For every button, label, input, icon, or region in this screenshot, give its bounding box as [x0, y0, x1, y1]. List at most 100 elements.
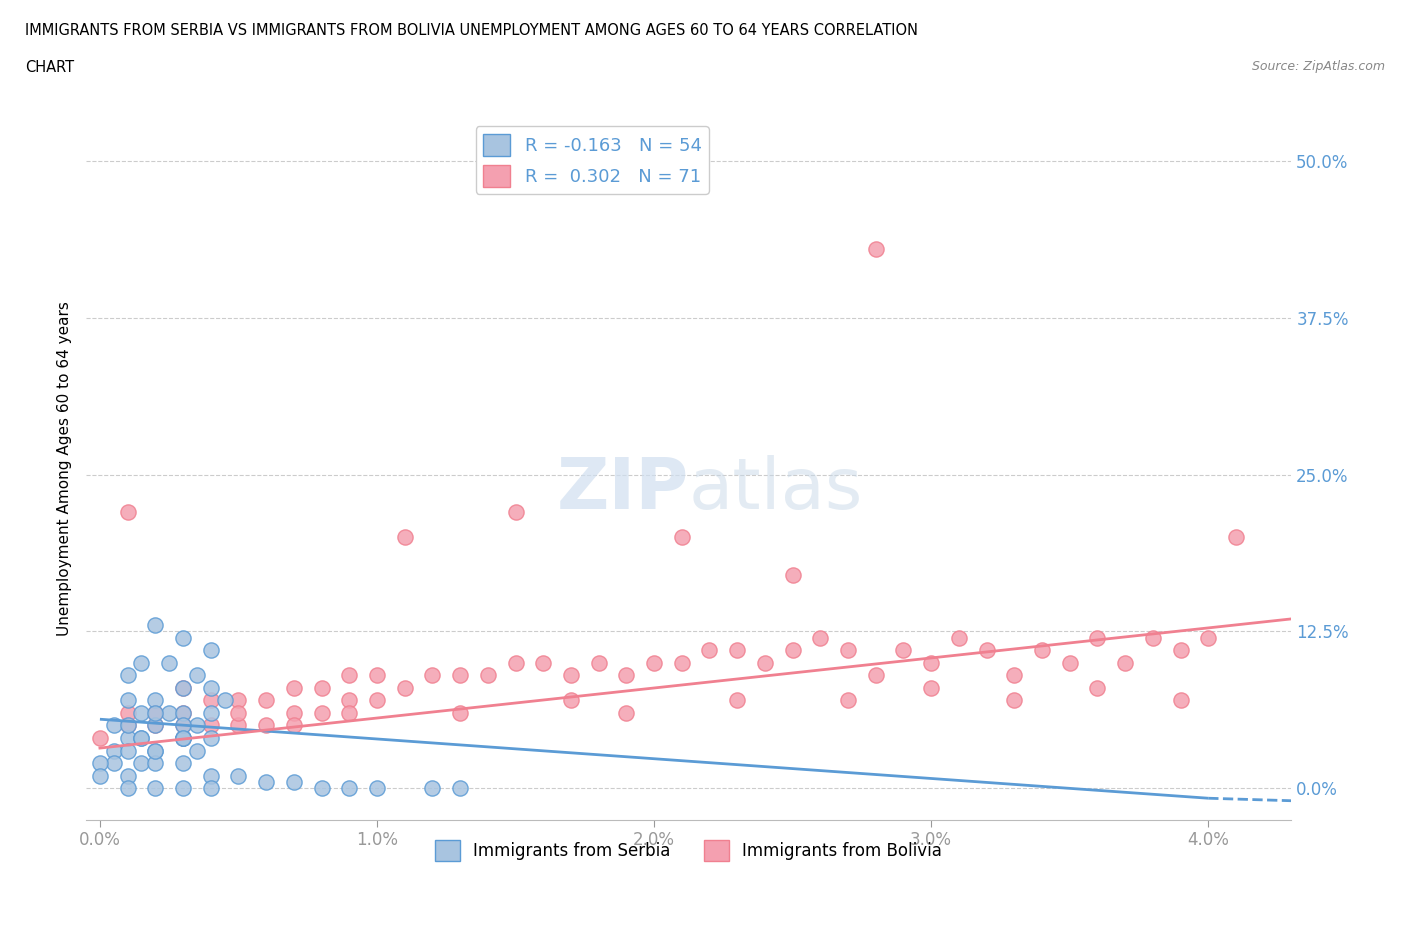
Point [1059, 656, 1081, 671]
Point [422, 781, 444, 796]
Point [172, 718, 194, 733]
Point [254, 718, 277, 733]
Point [449, 668, 471, 683]
Point [131, 706, 153, 721]
Point [228, 768, 250, 783]
Y-axis label: Unemployment Among Ages 60 to 64 years: Unemployment Among Ages 60 to 64 years [58, 301, 72, 636]
Point [283, 681, 305, 696]
Legend: Immigrants from Serbia, Immigrants from Bolivia: Immigrants from Serbia, Immigrants from … [429, 833, 949, 868]
Point [865, 242, 887, 257]
Point [254, 693, 277, 708]
Text: Source: ZipAtlas.com: Source: ZipAtlas.com [1251, 60, 1385, 73]
Point [449, 706, 471, 721]
Point [117, 505, 139, 520]
Text: CHART: CHART [25, 60, 75, 75]
Point [228, 718, 250, 733]
Point [311, 781, 333, 796]
Point [337, 668, 360, 683]
Point [214, 693, 236, 708]
Point [172, 756, 194, 771]
Point [337, 781, 360, 796]
Point [117, 781, 139, 796]
Point [671, 530, 693, 545]
Point [311, 706, 333, 721]
Point [117, 743, 139, 758]
Point [394, 681, 416, 696]
Point [143, 693, 166, 708]
Point [172, 718, 194, 733]
Point [1087, 681, 1109, 696]
Point [172, 731, 194, 746]
Point [394, 530, 416, 545]
Point [200, 693, 222, 708]
Point [186, 718, 208, 733]
Point [131, 731, 153, 746]
Point [200, 706, 222, 721]
Point [976, 643, 998, 658]
Point [1087, 631, 1109, 645]
Point [143, 743, 166, 758]
Point [560, 668, 582, 683]
Point [699, 643, 721, 658]
Point [103, 718, 125, 733]
Point [449, 781, 471, 796]
Point [131, 731, 153, 746]
Point [172, 731, 194, 746]
Point [103, 743, 125, 758]
Point [614, 706, 637, 721]
Point [1197, 631, 1219, 645]
Point [283, 706, 305, 721]
Point [186, 668, 208, 683]
Point [725, 693, 748, 708]
Point [837, 643, 859, 658]
Point [131, 756, 153, 771]
Point [948, 631, 970, 645]
Point [117, 693, 139, 708]
Point [117, 668, 139, 683]
Text: atlas: atlas [689, 455, 863, 524]
Point [200, 781, 222, 796]
Point [143, 618, 166, 632]
Point [477, 668, 499, 683]
Point [254, 775, 277, 790]
Point [172, 781, 194, 796]
Point [671, 656, 693, 671]
Point [143, 756, 166, 771]
Point [157, 656, 180, 671]
Point [782, 567, 804, 582]
Point [143, 706, 166, 721]
Point [143, 781, 166, 796]
Point [228, 706, 250, 721]
Point [1170, 693, 1192, 708]
Point [337, 706, 360, 721]
Point [172, 631, 194, 645]
Point [893, 643, 915, 658]
Point [103, 756, 125, 771]
Point [837, 693, 859, 708]
Point [228, 693, 250, 708]
Point [117, 718, 139, 733]
Text: ZIP: ZIP [557, 455, 689, 524]
Point [505, 505, 527, 520]
Point [422, 668, 444, 683]
Point [782, 643, 804, 658]
Point [1002, 668, 1025, 683]
Point [1002, 693, 1025, 708]
Point [172, 706, 194, 721]
Point [560, 693, 582, 708]
Point [143, 706, 166, 721]
Point [366, 668, 388, 683]
Point [920, 656, 942, 671]
Point [808, 631, 831, 645]
Point [1142, 631, 1164, 645]
Point [117, 731, 139, 746]
Point [157, 706, 180, 721]
Point [172, 731, 194, 746]
Point [200, 681, 222, 696]
Point [1031, 643, 1053, 658]
Point [283, 775, 305, 790]
Point [186, 743, 208, 758]
Point [131, 656, 153, 671]
Point [143, 743, 166, 758]
Point [89, 731, 111, 746]
